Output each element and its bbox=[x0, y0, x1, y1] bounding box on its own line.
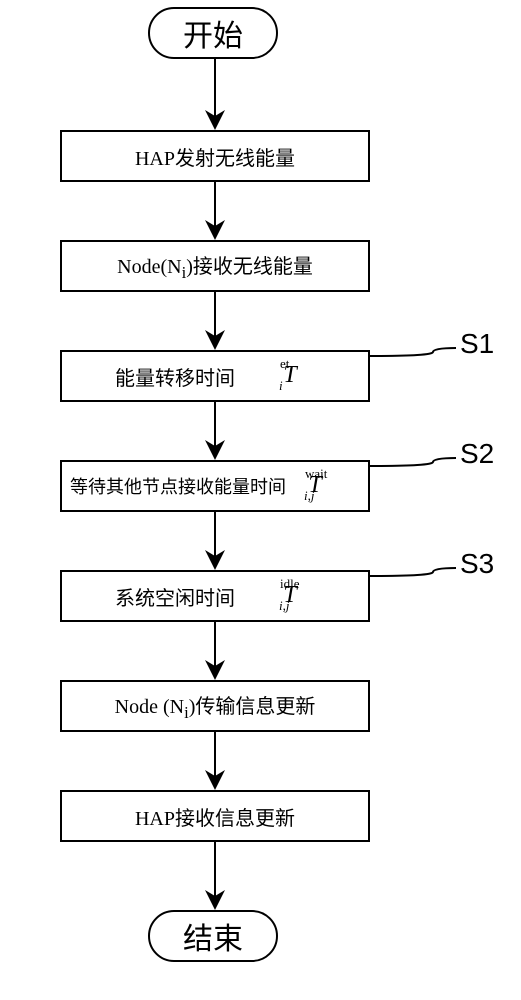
p3-math: Tiet bbox=[265, 362, 315, 390]
start-label: 开始 bbox=[183, 11, 243, 55]
p6-label: Node (Ni)传输信息更新 bbox=[115, 690, 316, 723]
side-label-s2: S2 bbox=[460, 438, 494, 470]
side-label-s3: S3 bbox=[460, 548, 494, 580]
process-energy-transfer-time: 能量转移时间 Tiet bbox=[60, 350, 370, 402]
p5-math: Ti,jidle bbox=[265, 582, 315, 610]
p2-label: Node(Ni)接收无线能量 bbox=[117, 250, 313, 283]
process-hap-receive-update: HAP接收信息更新 bbox=[60, 790, 370, 842]
end-label: 结束 bbox=[183, 914, 243, 958]
process-node-receive-energy: Node(Ni)接收无线能量 bbox=[60, 240, 370, 292]
process-wait-time: 等待其他节点接收能量时间 Ti,jwait bbox=[60, 460, 370, 512]
p4-math: Ti,jwait bbox=[290, 472, 340, 500]
flowchart-container: 开始 HAP发射无线能量 Node(Ni)接收无线能量 能量转移时间 Tiet … bbox=[0, 0, 521, 1000]
terminal-start: 开始 bbox=[148, 7, 278, 59]
p3-label: 能量转移时间 bbox=[115, 362, 235, 391]
p5-label: 系统空闲时间 bbox=[115, 582, 235, 611]
p1-label: HAP发射无线能量 bbox=[135, 142, 295, 171]
terminal-end: 结束 bbox=[148, 910, 278, 962]
p4-label: 等待其他节点接收能量时间 bbox=[70, 473, 286, 499]
process-idle-time: 系统空闲时间 Ti,jidle bbox=[60, 570, 370, 622]
process-hap-emit: HAP发射无线能量 bbox=[60, 130, 370, 182]
p7-label: HAP接收信息更新 bbox=[135, 802, 295, 831]
process-node-transmit-update: Node (Ni)传输信息更新 bbox=[60, 680, 370, 732]
side-label-s1: S1 bbox=[460, 328, 494, 360]
